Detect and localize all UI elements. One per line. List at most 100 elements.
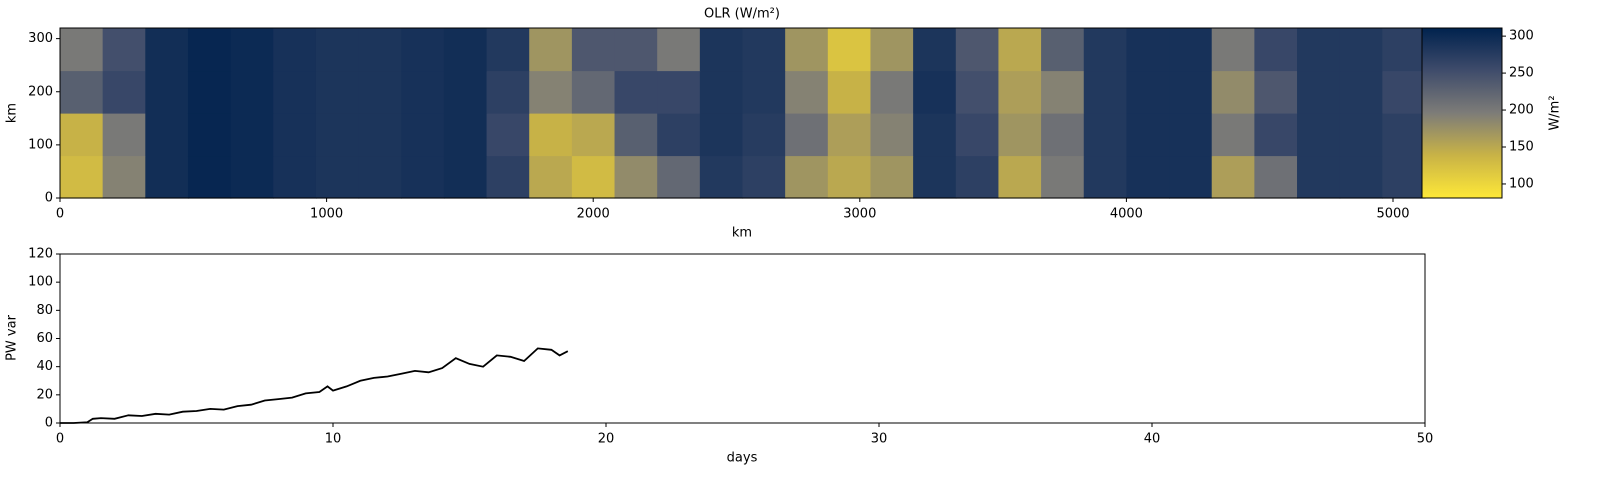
y-tick-label: 0 [45, 416, 53, 431]
heatmap-cell [614, 28, 658, 72]
heatmap-cell [273, 155, 317, 199]
heatmap-cell [529, 155, 573, 199]
colorbar-tick-label: 200 [1509, 103, 1534, 118]
heatmap-cell [742, 113, 786, 157]
heatmap-cell [273, 28, 317, 72]
x-tick-label: 20 [598, 432, 615, 447]
heatmap-cell [1211, 113, 1255, 157]
colorbar-tick-label: 100 [1509, 176, 1534, 191]
heatmap-cell [1041, 155, 1085, 199]
heatmap-cell [315, 113, 360, 157]
heatmap-cell [699, 28, 744, 72]
y-tick-label: 200 [28, 84, 53, 99]
heatmap-cell [827, 155, 872, 199]
x-tick-label: 30 [871, 432, 888, 447]
heatmap-cell [529, 28, 573, 72]
heatmap-cell [529, 113, 573, 157]
heatmap-cell [1382, 113, 1426, 157]
heatmap-cell [273, 70, 317, 114]
heatmap-cell [1339, 155, 1383, 199]
x-tick-label: 3000 [843, 207, 876, 222]
x-tick-label: 0 [56, 207, 64, 222]
heatmap-cell [1083, 155, 1128, 199]
heatmap-cell [187, 113, 232, 157]
heatmap-cell [315, 155, 360, 199]
y-tick-label: 40 [36, 359, 53, 374]
heatmap-cell [230, 113, 274, 157]
heatmap-cell [1041, 113, 1085, 157]
x-tick-label: 1000 [310, 207, 343, 222]
heatmap-cell [1339, 70, 1383, 114]
y-tick-label: 300 [28, 31, 53, 46]
heatmap-cell [102, 28, 146, 72]
heatmap-cell [529, 70, 573, 114]
heatmap-cell [1126, 113, 1170, 157]
heatmap-cell [443, 28, 488, 72]
heatmap-cell [1297, 113, 1341, 157]
heatmap-cell [401, 28, 445, 72]
axes-frame [59, 253, 1426, 424]
x-axis-label: km [732, 226, 752, 241]
y-tick-label: 80 [36, 303, 53, 318]
heatmap-cell [742, 28, 786, 72]
y-tick-label: 60 [36, 331, 53, 346]
heatmap-cell [1211, 28, 1255, 72]
heatmap-cell [870, 155, 914, 199]
heatmap-cell [571, 113, 616, 157]
heatmap-cell [273, 113, 317, 157]
heatmap-cell [102, 155, 146, 199]
heatmap-cell [913, 155, 957, 199]
heatmap-cell [913, 70, 957, 114]
colorbar [1421, 27, 1503, 199]
heatmap-cell [699, 70, 744, 114]
y-tick-label: 0 [45, 191, 53, 206]
heatmap-cell [1126, 155, 1170, 199]
heatmap-cell [657, 70, 701, 114]
heatmap-cell [1382, 155, 1426, 199]
colorbar-label: W/m² [1548, 95, 1563, 130]
colorbar-tick-label: 300 [1509, 29, 1534, 44]
heatmap-cell [657, 155, 701, 199]
heatmap-cell [1126, 28, 1170, 72]
heatmap-cell [955, 70, 1000, 114]
heatmap-cell [486, 28, 530, 72]
heatmap-cell [102, 113, 146, 157]
heatmap-cell [1339, 28, 1383, 72]
heatmap-cell [955, 113, 1000, 157]
heatmap-cell [230, 28, 274, 72]
heatmap-cell [230, 155, 274, 199]
heatmap-cell [699, 113, 744, 157]
heatmap-cell [1169, 155, 1213, 199]
heatmap-cell [998, 113, 1042, 157]
y-axis-label: km [5, 103, 20, 123]
heatmap-cell [1041, 70, 1085, 114]
x-tick-label: 5000 [1376, 207, 1409, 222]
heatmap-cell [1297, 155, 1341, 199]
heatmap-cell [913, 113, 957, 157]
heatmap-cell [1041, 28, 1085, 72]
heatmap-cell [102, 70, 146, 114]
heatmap-cell [827, 113, 872, 157]
heatmap-cell [1254, 70, 1298, 114]
heatmap-cell [827, 70, 872, 114]
heatmap-cell [1382, 28, 1426, 72]
heatmap-cell [657, 113, 701, 157]
heatmap-cell [1169, 70, 1213, 114]
chart-title: OLR (W/m²) [704, 7, 780, 22]
heatmap-cell [187, 155, 232, 199]
heatmap-cell [443, 113, 488, 157]
heatmap-cell [1083, 70, 1128, 114]
x-tick-label: 0 [56, 432, 64, 447]
heatmap-cell [614, 113, 658, 157]
heatmap-cell [1211, 70, 1255, 114]
line-series [60, 347, 569, 424]
heatmap-cell [785, 113, 829, 157]
heatmap-cell [60, 70, 104, 114]
heatmap-cell [60, 113, 104, 157]
heatmap-cell [230, 70, 274, 114]
heatmap-cell [401, 113, 445, 157]
heatmap-cell [870, 70, 914, 114]
heatmap-cell [998, 70, 1042, 114]
heatmap-cell [785, 155, 829, 199]
heatmap-cell [742, 155, 786, 199]
